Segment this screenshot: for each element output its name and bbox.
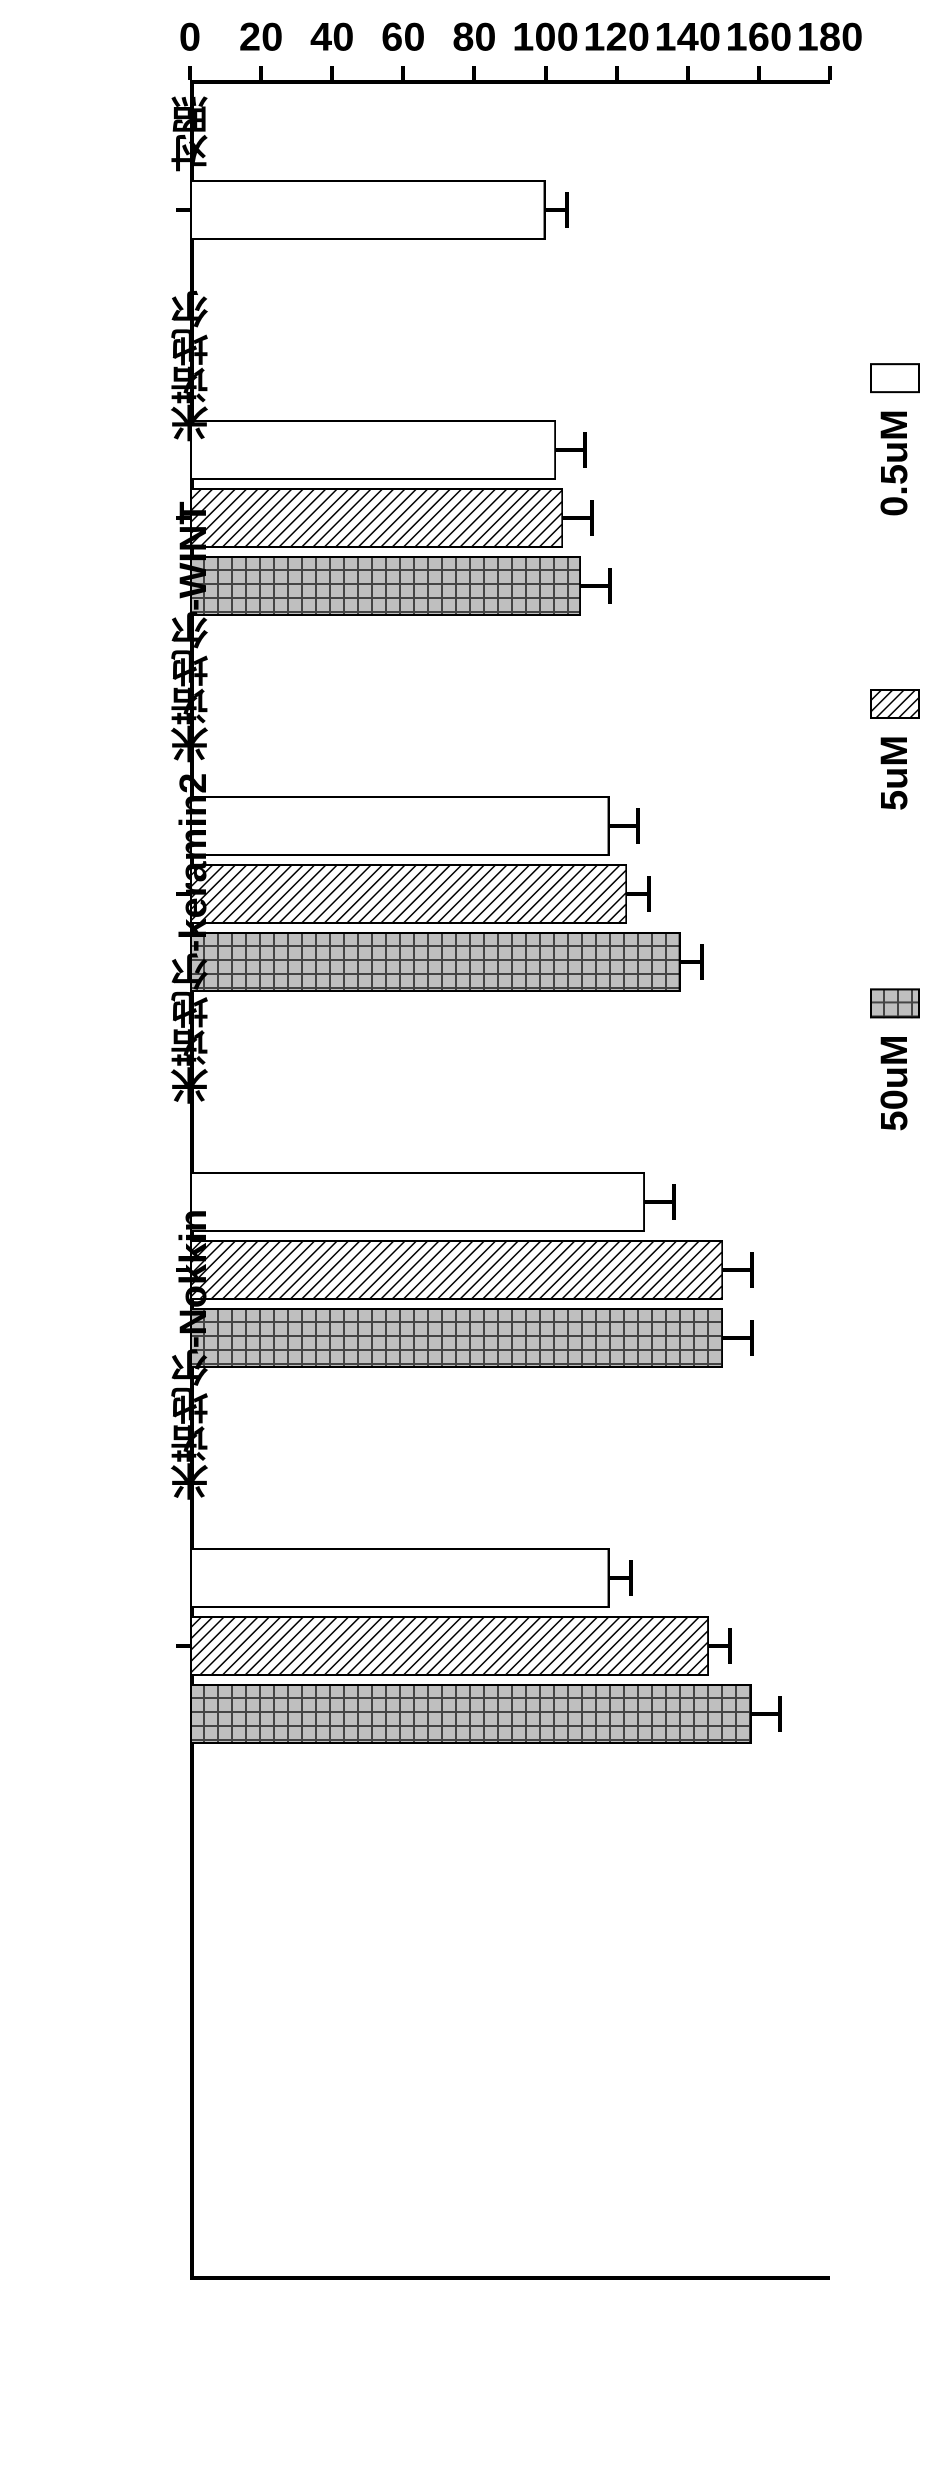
y-tick-mark	[401, 66, 405, 80]
legend-swatch	[870, 689, 920, 719]
group-tick-mark	[176, 1644, 190, 1648]
legend-label: 50uM	[874, 1034, 917, 1131]
bar	[190, 1240, 723, 1300]
bar	[190, 1616, 709, 1676]
y-tick-mark	[686, 66, 690, 80]
group-label: 米诺地尔-WINT	[166, 501, 221, 763]
y-tick-label: 20	[239, 16, 284, 61]
y-tick-label: 40	[310, 16, 355, 61]
group-label: 米诺地尔-Nokkin	[166, 1209, 221, 1500]
error-bar-stem	[645, 1200, 673, 1204]
error-bar-cap	[750, 1252, 754, 1288]
y-tick-label: 60	[381, 16, 426, 61]
y-tick-mark	[188, 66, 192, 80]
error-bar-cap	[583, 432, 587, 468]
legend-swatch	[870, 988, 920, 1018]
legend-swatch	[870, 363, 920, 393]
bar	[190, 1308, 723, 1368]
y-tick-mark	[259, 66, 263, 80]
error-bar-cap	[608, 568, 612, 604]
error-bar-stem	[556, 448, 584, 452]
bar	[190, 864, 627, 924]
error-bar-stem	[546, 208, 567, 212]
y-tick-mark	[757, 66, 761, 80]
legend-label: 0.5uM	[874, 409, 917, 517]
legend-entry: 5uM	[870, 689, 920, 811]
y-tick-mark	[828, 66, 832, 80]
bar	[190, 488, 563, 548]
bar	[190, 556, 581, 616]
y-tick-label: 0	[179, 16, 201, 61]
error-bar-stem	[610, 824, 638, 828]
error-bar-cap	[778, 1696, 782, 1732]
error-bar-cap	[750, 1320, 754, 1356]
legend-entry: 50uM	[870, 988, 920, 1131]
group-label: 米诺地尔-keramin2	[166, 773, 221, 1105]
group-label: 米诺地尔	[166, 290, 221, 442]
bar	[190, 1172, 645, 1232]
bar	[190, 420, 556, 480]
chart-border-top	[190, 80, 830, 84]
bar	[190, 796, 610, 856]
bar	[190, 932, 681, 992]
error-bar-stem	[681, 960, 702, 964]
group-tick-mark	[176, 208, 190, 212]
error-bar-stem	[752, 1712, 780, 1716]
bar	[190, 1684, 752, 1744]
group-label: 对照	[166, 96, 221, 172]
y-tick-mark	[544, 66, 548, 80]
bar	[190, 180, 546, 240]
error-bar-cap	[636, 808, 640, 844]
error-bar-stem	[709, 1644, 730, 1648]
error-bar-cap	[728, 1628, 732, 1664]
y-tick-label: 160	[726, 16, 793, 61]
y-tick-mark	[615, 66, 619, 80]
error-bar-cap	[672, 1184, 676, 1220]
y-tick-label: 120	[583, 16, 650, 61]
bar	[190, 1548, 610, 1608]
error-bar-stem	[723, 1336, 751, 1340]
legend-label: 5uM	[874, 735, 917, 811]
error-bar-cap	[700, 944, 704, 980]
error-bar-stem	[563, 516, 591, 520]
y-tick-label: 140	[654, 16, 721, 61]
y-tick-mark	[330, 66, 334, 80]
legend-entry: 0.5uM	[870, 363, 920, 517]
y-tick-label: 80	[452, 16, 497, 61]
y-tick-label: 180	[797, 16, 864, 61]
bar-chart: 相对比率 (%) 020406080100120140160180 对照米诺地尔…	[0, 0, 952, 2482]
y-tick-mark	[472, 66, 476, 80]
error-bar-cap	[647, 876, 651, 912]
error-bar-stem	[723, 1268, 751, 1272]
error-bar-stem	[610, 1576, 631, 1580]
error-bar-cap	[629, 1560, 633, 1596]
y-tick-label: 100	[512, 16, 579, 61]
error-bar-stem	[581, 584, 609, 588]
error-bar-cap	[590, 500, 594, 536]
chart-border-bottom	[190, 2276, 830, 2280]
error-bar-cap	[565, 192, 569, 228]
error-bar-stem	[627, 892, 648, 896]
